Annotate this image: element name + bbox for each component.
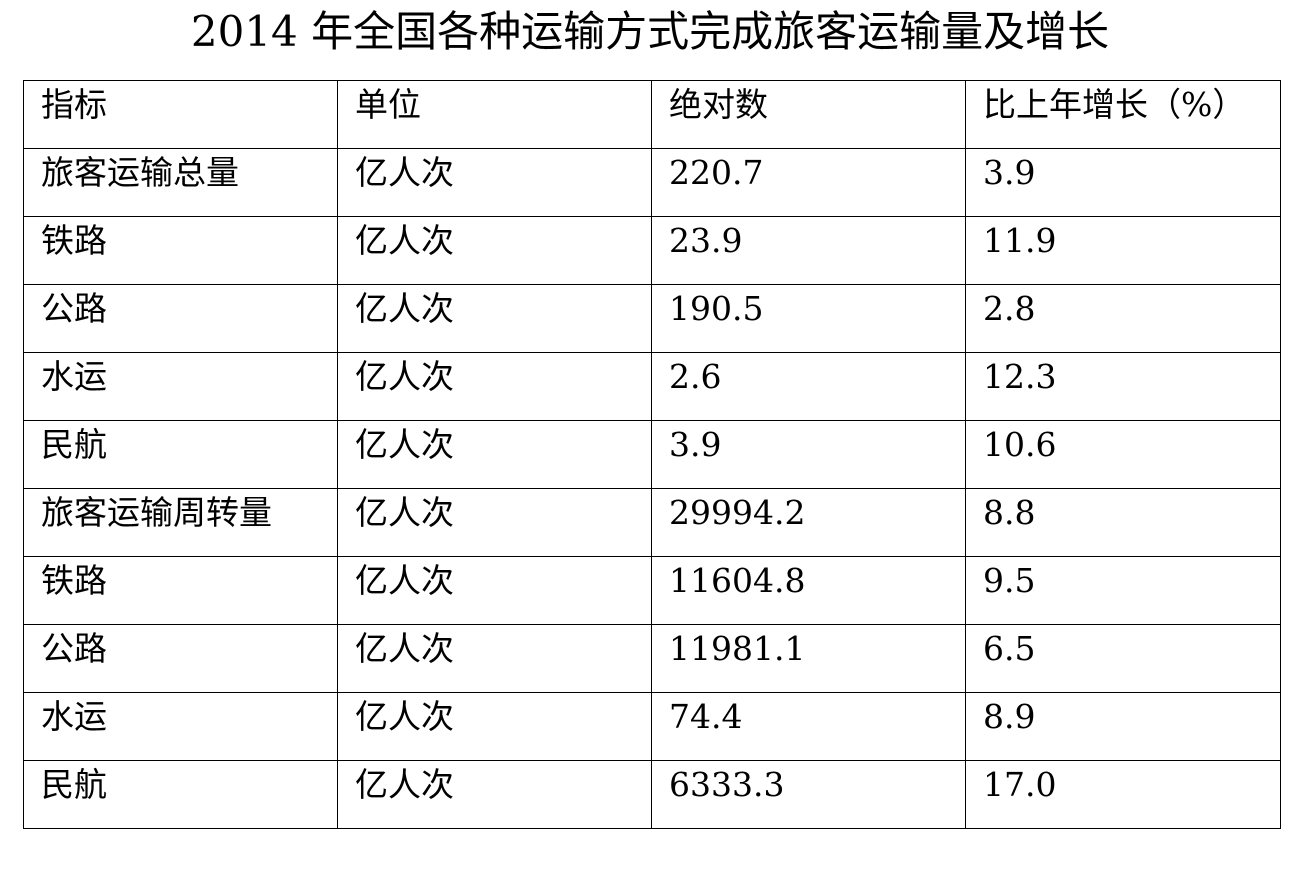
cell-growth-rate: 6.5 (965, 624, 1281, 693)
cell-growth-rate: 11.9 (965, 216, 1281, 285)
cell-unit: 亿人次 (337, 556, 652, 625)
table-row: 民航 亿人次 3.9 10.6 (23, 420, 1281, 489)
cell-unit: 亿人次 (337, 692, 652, 761)
cell-unit: 亿人次 (337, 352, 652, 421)
cell-unit: 亿人次 (337, 760, 652, 829)
table-row: 旅客运输总量 亿人次 220.7 3.9 (23, 148, 1281, 217)
cell-absolute-value: 23.9 (651, 216, 966, 285)
table-row: 公路 亿人次 11981.1 6.5 (23, 624, 1281, 693)
cell-unit: 亿人次 (337, 284, 652, 353)
cell-growth-rate: 9.5 (965, 556, 1281, 625)
cell-absolute-value: 74.4 (651, 692, 966, 761)
cell-indicator: 铁路 (23, 556, 338, 625)
cell-unit: 亿人次 (337, 420, 652, 489)
table-row: 公路 亿人次 190.5 2.8 (23, 284, 1281, 353)
cell-unit: 亿人次 (337, 488, 652, 557)
table-row: 水运 亿人次 2.6 12.3 (23, 352, 1281, 421)
cell-indicator: 公路 (23, 624, 338, 693)
cell-absolute-value: 11981.1 (651, 624, 966, 693)
cell-indicator: 水运 (23, 352, 338, 421)
header-row: 指标 单位 绝对数 比上年增长（%） (23, 80, 1281, 149)
cell-indicator: 旅客运输总量 (23, 148, 338, 217)
cell-growth-rate: 17.0 (965, 760, 1281, 829)
cell-growth-rate: 12.3 (965, 352, 1281, 421)
cell-growth-rate: 2.8 (965, 284, 1281, 353)
cell-absolute-value: 220.7 (651, 148, 966, 217)
cell-absolute-value: 190.5 (651, 284, 966, 353)
header-absolute-value: 绝对数 (651, 80, 966, 149)
cell-indicator: 水运 (23, 692, 338, 761)
header-growth-rate: 比上年增长（%） (965, 80, 1281, 149)
cell-indicator: 旅客运输周转量 (23, 488, 338, 557)
cell-absolute-value: 3.9 (651, 420, 966, 489)
cell-absolute-value: 2.6 (651, 352, 966, 421)
cell-growth-rate: 8.9 (965, 692, 1281, 761)
table-row: 水运 亿人次 74.4 8.9 (23, 692, 1281, 761)
cell-growth-rate: 3.9 (965, 148, 1281, 217)
cell-unit: 亿人次 (337, 624, 652, 693)
cell-absolute-value: 11604.8 (651, 556, 966, 625)
cell-indicator: 民航 (23, 760, 338, 829)
cell-unit: 亿人次 (337, 216, 652, 285)
cell-unit: 亿人次 (337, 148, 652, 217)
data-table: 指标 单位 绝对数 比上年增长（%） 旅客运输总量 亿人次 220.7 3.9 … (23, 80, 1281, 829)
table-row: 铁路 亿人次 23.9 11.9 (23, 216, 1281, 285)
table-row: 铁路 亿人次 11604.8 9.5 (23, 556, 1281, 625)
table-row: 旅客运输周转量 亿人次 29994.2 8.8 (23, 488, 1281, 557)
cell-indicator: 铁路 (23, 216, 338, 285)
page-title: 2014 年全国各种运输方式完成旅客运输量及增长 (190, 7, 1110, 56)
cell-indicator: 民航 (23, 420, 338, 489)
header-unit: 单位 (337, 80, 652, 149)
cell-growth-rate: 10.6 (965, 420, 1281, 489)
cell-indicator: 公路 (23, 284, 338, 353)
table-row: 民航 亿人次 6333.3 17.0 (23, 760, 1281, 829)
cell-growth-rate: 8.8 (965, 488, 1281, 557)
header-indicator: 指标 (23, 80, 338, 149)
cell-absolute-value: 6333.3 (651, 760, 966, 829)
cell-absolute-value: 29994.2 (651, 488, 966, 557)
